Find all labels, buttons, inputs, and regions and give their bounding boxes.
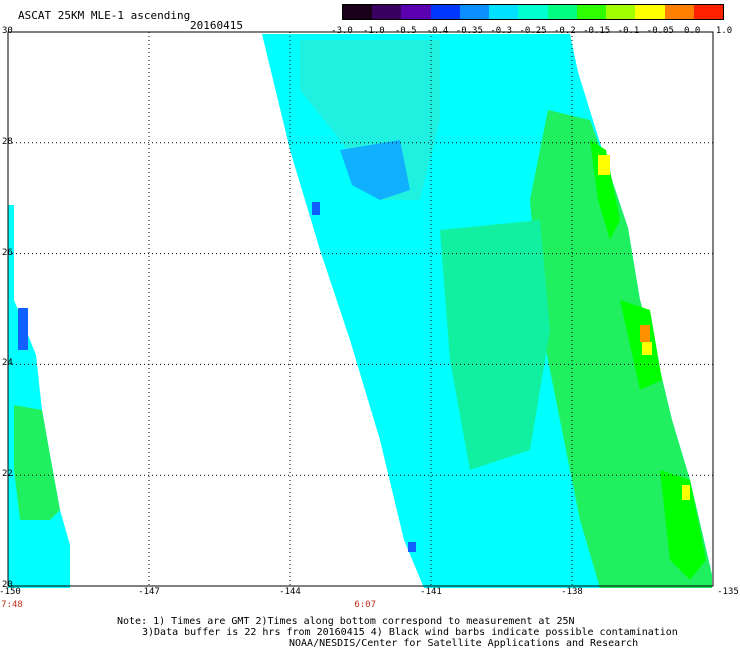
color-scale-label: -0.05 — [646, 26, 674, 36]
color-scale-swatch — [430, 5, 460, 19]
left-swath-blue — [18, 308, 28, 350]
note-line-3: NOAA/NESDIS/Center for Satellite Applica… — [289, 638, 639, 649]
longitude-label: -138 — [561, 587, 583, 597]
main-swath-yellow — [642, 342, 652, 355]
color-scale-swatch — [401, 5, 431, 19]
color-scale-swatch — [343, 5, 373, 19]
main-swath-yellow — [682, 485, 690, 500]
main-swath-green — [530, 110, 712, 588]
longitude-label: -147 — [138, 587, 160, 597]
main-swath-bright-green — [660, 470, 706, 580]
main-swath-blue-pixel — [312, 202, 320, 215]
longitude-label: -135 — [717, 587, 739, 597]
longitude-label: -144 — [279, 587, 301, 597]
main-swath-yellow — [598, 155, 610, 175]
longitude-label: -150 — [0, 587, 21, 597]
grid-lines — [8, 32, 713, 586]
color-scale-label: -3.0 — [331, 26, 353, 36]
color-scale-swatch — [576, 5, 607, 19]
latitude-label: 30 — [2, 26, 13, 36]
latitude-label: 20 — [2, 580, 13, 590]
color-scale-label: -0.5 — [394, 26, 417, 36]
data-swaths — [8, 34, 712, 588]
color-scale-labels: -3.0 -1.0 -0.5 -0.4 -0.35 -0.3 -0.25 -0.2 -0.15-… — [331, 26, 737, 38]
color-scale-bar — [342, 4, 724, 20]
color-scale-label: -0.1 — [617, 26, 640, 36]
color-scale-label: -1.0 — [362, 26, 385, 36]
color-scale-swatch — [693, 5, 724, 19]
color-scale-swatch — [459, 5, 490, 19]
time-label: 6:07 — [354, 600, 377, 610]
main-swath-blue — [340, 140, 410, 200]
main-swath-bright-green — [590, 140, 620, 240]
map-date: 20160415 — [190, 19, 243, 32]
color-scale-label: -0.35 — [455, 26, 483, 36]
main-swath-orange — [640, 325, 650, 342]
latitude-label: 28 — [2, 136, 13, 147]
color-scale-label: -0.4 — [426, 26, 449, 36]
main-swath-aqua — [300, 40, 440, 200]
map-title: ASCAT 25KM MLE-1 ascending — [18, 9, 191, 22]
color-scale-label: -0.15 — [583, 26, 611, 36]
main-swath-mid — [440, 220, 550, 470]
color-scale-label: 1.0 — [715, 26, 733, 36]
color-scale-label: 0.0 — [684, 26, 701, 36]
main-swath-bright-green — [620, 300, 662, 390]
color-scale-label: -0.2 — [553, 26, 576, 36]
color-scale-swatch — [664, 5, 694, 19]
color-scale-swatch — [547, 5, 577, 19]
latitude-label: 24 — [2, 358, 13, 369]
color-scale-label: -0.25 — [519, 26, 547, 36]
color-scale-swatch — [635, 5, 665, 19]
color-scale-swatch — [606, 5, 636, 19]
note-line-2: 3)Data buffer is 22 hrs from 20160415 4)… — [142, 627, 678, 638]
latitude-label: 22 — [2, 469, 13, 480]
color-scale-swatch — [518, 5, 548, 19]
color-scale-swatch — [489, 5, 519, 19]
latitude-label: 26 — [2, 247, 13, 258]
main-swath-blue-pixel — [408, 542, 416, 552]
longitude-label: -141 — [420, 587, 442, 597]
color-scale-swatch — [372, 5, 402, 19]
left-swath — [8, 205, 70, 588]
left-swath-green — [14, 405, 60, 520]
color-scale-label: -0.3 — [490, 26, 512, 36]
map-frame — [7, 31, 714, 587]
time-label: 7:48 — [1, 600, 23, 610]
note-line-1: Note: 1) Times are GMT 2)Times along bot… — [117, 616, 575, 627]
